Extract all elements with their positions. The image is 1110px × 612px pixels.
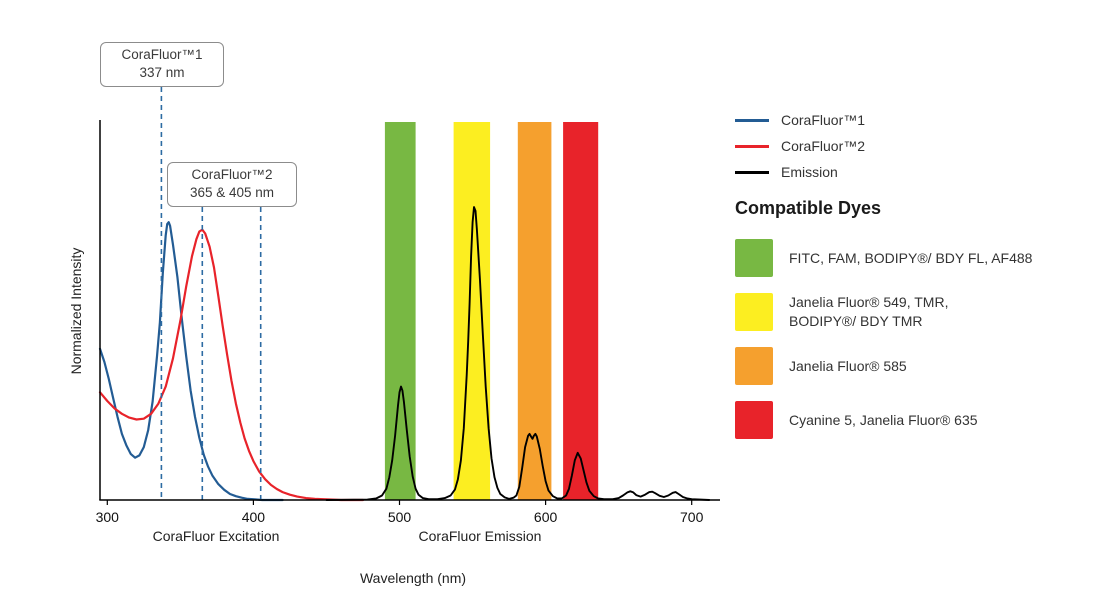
filter-band-green <box>384 122 416 500</box>
y-axis-label: Normalized Intensity <box>68 247 84 375</box>
legend-label: CoraFluor™1 <box>781 112 866 128</box>
dye-label: Janelia Fluor® 585 <box>789 357 907 374</box>
dye-item-green: FITC, FAM, BODIPY®/ BDY FL, AF488 <box>735 239 1107 277</box>
x-tick-label-400: 400 <box>242 509 266 525</box>
axes-layer: 300 400 500 600 700 <box>96 120 720 525</box>
filter-band-orange <box>517 122 552 500</box>
series-curve-corafluor-1 <box>98 221 284 502</box>
dye-item-orange: Janelia Fluor® 585 <box>735 347 1107 385</box>
dye-color-swatch-orange <box>735 347 773 385</box>
x-axis-caption-excitation: CoraFluor Excitation <box>152 528 280 544</box>
legend-item-emission: Emission <box>735 162 1107 182</box>
legend-label: CoraFluor™2 <box>781 138 866 154</box>
excitation-dashed-lines-layer <box>160 87 262 500</box>
annotation-corafluor1-callout: CoraFluor™1 337 nm <box>100 42 224 87</box>
filter-band-yellow <box>453 122 491 500</box>
dye-item-yellow: Janelia Fluor® 549, TMR, BODIPY®/ BDY TM… <box>735 293 1107 331</box>
annotation-corafluor2-value: 365 & 405 nm <box>189 185 275 201</box>
x-tick-label-500: 500 <box>388 509 412 525</box>
dye-color-swatch-green <box>735 239 773 277</box>
series-curve-emission <box>325 206 711 501</box>
spectra-curves-layer <box>98 206 711 502</box>
x-tick-label-300: 300 <box>96 509 120 525</box>
series-curve-corafluor-2 <box>98 228 365 502</box>
dye-color-swatch-yellow <box>735 293 773 331</box>
annotation-corafluor2-callout: CoraFluor™2 365 & 405 nm <box>167 162 297 207</box>
dye-label: Janelia Fluor® 549, TMR, BODIPY®/ BDY TM… <box>789 294 949 329</box>
spectra-chart: 300 400 500 600 700 <box>96 87 720 525</box>
legend-and-dyes-panel: CoraFluor™1 CoraFluor™2 Emission Compati… <box>735 110 1107 455</box>
dye-label: Cyanine 5, Janelia Fluor® 635 <box>789 411 978 428</box>
legend-line-swatch-black <box>735 170 769 174</box>
dye-color-swatch-red <box>735 401 773 439</box>
x-tick-label-700: 700 <box>680 509 704 525</box>
annotation-corafluor2-title: CoraFluor™2 <box>191 167 273 182</box>
x-tick-label-600: 600 <box>534 509 558 525</box>
x-axis-caption-emission: CoraFluor Emission <box>418 528 542 544</box>
annotation-corafluor1-title: CoraFluor™1 <box>121 47 203 62</box>
legend-line-swatch-red <box>735 144 769 148</box>
x-axis-label: Wavelength (nm) <box>359 570 467 586</box>
compatible-dyes-heading: Compatible Dyes <box>735 198 882 218</box>
filter-band-red <box>563 122 599 500</box>
legend-label: Emission <box>781 164 838 180</box>
legend-line-swatch-blue <box>735 118 769 122</box>
legend-item-corafluor1: CoraFluor™1 <box>735 110 1107 130</box>
annotation-corafluor1-value: 337 nm <box>139 65 185 81</box>
legend-item-corafluor2: CoraFluor™2 <box>735 136 1107 156</box>
dye-item-red: Cyanine 5, Janelia Fluor® 635 <box>735 401 1107 439</box>
dye-label: FITC, FAM, BODIPY®/ BDY FL, AF488 <box>789 249 1033 266</box>
filter-bands-layer <box>384 122 599 500</box>
